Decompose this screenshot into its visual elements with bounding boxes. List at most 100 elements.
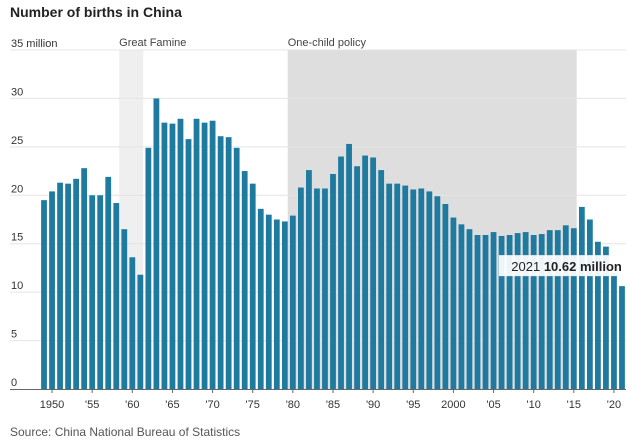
bar: [113, 203, 120, 389]
bar: [514, 233, 521, 389]
bar: [338, 156, 344, 389]
bar: [330, 173, 336, 389]
bar: [97, 195, 104, 389]
bar: [434, 196, 441, 389]
bar: [233, 147, 240, 389]
bars: [41, 98, 625, 390]
bar: [137, 274, 144, 389]
bar: [81, 168, 88, 389]
x-tick-label: '55: [85, 399, 99, 411]
annotation-value: 10.62 million: [544, 259, 622, 274]
bar: [530, 234, 537, 389]
bar: [49, 191, 55, 389]
shaded-period-label: Great Famine: [119, 37, 186, 49]
bar: [314, 188, 320, 389]
bar: [249, 183, 256, 389]
x-tick-label: '85: [326, 399, 340, 411]
bar: [281, 221, 288, 389]
bar: [185, 139, 192, 389]
latest-value-annotation: 2021 10.62 million: [498, 255, 625, 277]
bar: [209, 120, 216, 389]
bar: [306, 170, 312, 389]
bar: [257, 208, 264, 389]
bar: [362, 155, 368, 389]
bar: [169, 123, 176, 390]
bar: [611, 272, 617, 389]
bar: [193, 118, 200, 390]
bar: [562, 225, 569, 389]
y-tick-label: 20: [11, 183, 23, 195]
bar: [105, 176, 112, 389]
bar: [89, 195, 96, 389]
y-tick-label: 0: [11, 377, 17, 389]
x-tick-label: '60: [125, 399, 139, 411]
x-tick-label: '90: [366, 399, 380, 411]
bar: [522, 232, 529, 389]
bar: [346, 143, 352, 389]
bar: [41, 200, 47, 389]
bar: [241, 171, 248, 389]
bar: [177, 118, 184, 390]
bar: [498, 235, 505, 389]
y-tick-label: 25: [11, 135, 23, 147]
bar: [378, 170, 385, 389]
bar: [73, 178, 80, 389]
x-tick-label: '15: [567, 399, 581, 411]
x-tick-label: 2000: [441, 399, 465, 411]
x-tick-label: '80: [286, 399, 300, 411]
bar: [322, 188, 328, 389]
bar: [217, 136, 224, 389]
bar: [265, 214, 272, 389]
y-axis-ticks: 0 5 10 15 20 25 30 35 million: [11, 38, 57, 389]
bar: [298, 187, 304, 389]
bar: [418, 188, 425, 389]
x-tick-label: '95: [406, 399, 420, 411]
bar: [370, 157, 377, 389]
chart-title: Number of births in China: [10, 4, 182, 20]
bar: [153, 98, 160, 389]
y-tick-label: 35 million: [11, 38, 57, 50]
bar: [121, 229, 128, 389]
bar: [546, 230, 553, 389]
x-tick-label: '10: [527, 399, 541, 411]
bar: [289, 215, 296, 389]
bar: [482, 234, 489, 389]
bar: [490, 232, 497, 389]
bar: [595, 241, 601, 389]
bar: [554, 230, 561, 389]
bar: [506, 234, 513, 389]
y-tick-label: 10: [11, 280, 23, 292]
bar: [161, 122, 168, 390]
bar: [466, 229, 473, 389]
y-tick-label: 15: [11, 232, 23, 244]
bar: [538, 234, 545, 389]
bar: [474, 234, 481, 389]
bar: [578, 206, 585, 389]
bar: [619, 286, 625, 389]
x-tick-label: '70: [205, 399, 219, 411]
x-tick-label: '20: [607, 399, 621, 411]
x-tick-label: '05: [486, 399, 500, 411]
x-tick-label: '65: [165, 399, 179, 411]
x-tick-label: '75: [246, 399, 260, 411]
bar: [273, 219, 280, 389]
x-axis-ticks: 1950 '55 '60 '65 '70 '75 '80 '85 '90 '95 2000 '05 '1…: [40, 389, 621, 411]
bar: [201, 122, 208, 390]
bar: [129, 257, 136, 389]
bar: [354, 166, 360, 389]
bar: [603, 246, 609, 389]
bar: [402, 185, 409, 389]
y-tick-label: 5: [11, 329, 17, 341]
bar: [57, 182, 63, 389]
bar: [458, 224, 465, 389]
annotation-text: 2021 10.62 million: [511, 259, 622, 274]
source-note: Source: China National Bureau of Statist…: [10, 425, 240, 439]
bar: [386, 183, 393, 389]
bar: [225, 137, 232, 389]
bar: [586, 219, 593, 389]
bar: [394, 183, 401, 389]
annotation-background: [498, 255, 625, 277]
annotation-year: 2021: [511, 259, 544, 274]
y-tick-label: 30: [11, 86, 23, 98]
